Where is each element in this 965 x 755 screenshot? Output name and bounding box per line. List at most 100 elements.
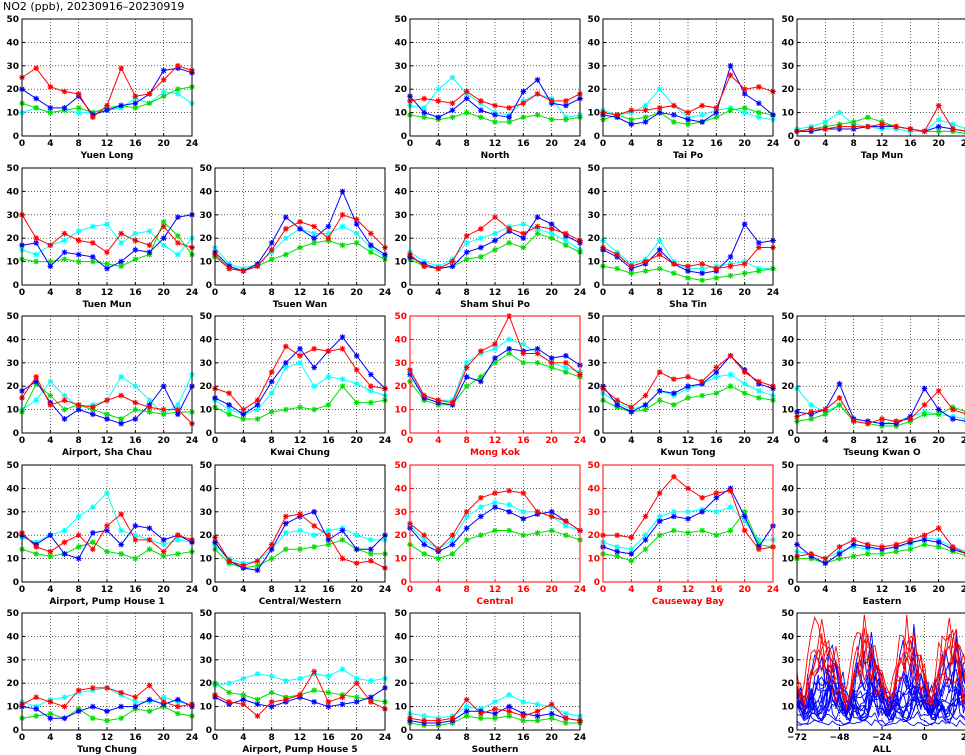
data-point-red	[33, 694, 39, 701]
data-point-green	[297, 546, 303, 553]
data-point-red	[548, 513, 555, 520]
data-point-green	[671, 270, 677, 277]
data-point-cyan	[132, 230, 139, 237]
x-tick-label: 12	[876, 436, 889, 446]
data-point-cyan	[656, 86, 663, 92]
data-point-green	[614, 553, 620, 560]
y-tick-label: 0	[206, 281, 212, 291]
y-tick-label: 10	[587, 555, 600, 565]
data-point-red	[685, 485, 691, 492]
data-point-cyan	[175, 251, 181, 258]
data-point-cyan	[563, 710, 569, 717]
y-tick-label: 50	[6, 461, 19, 471]
y-tick-label: 30	[587, 508, 600, 518]
data-point-green	[642, 114, 649, 121]
y-tick-label: 50	[6, 15, 19, 25]
panel-kwai-chung: 0 4 8 12 16 20 24 0 10 20 30 40 50 Kwai Chung	[199, 312, 391, 458]
data-point-cyan	[741, 109, 748, 116]
data-point-blue	[506, 703, 512, 710]
data-point-red	[47, 699, 54, 705]
data-point-red	[478, 98, 484, 104]
data-point-green	[492, 247, 498, 253]
y-tick-label: 10	[781, 109, 794, 119]
data-point-cyan	[421, 105, 427, 111]
x-tick-label: 16	[322, 436, 335, 446]
data-point-blue	[563, 102, 569, 109]
y-tick-label: 40	[587, 335, 600, 345]
data-point-green	[146, 100, 153, 107]
data-point-green	[47, 710, 54, 717]
station-label: Tap Mun	[861, 151, 903, 161]
data-point-cyan	[449, 537, 456, 543]
y-tick-label: 20	[199, 531, 212, 541]
data-point-blue	[160, 235, 167, 241]
data-point-cyan	[254, 671, 261, 677]
y-tick-label: 10	[781, 703, 794, 713]
x-tick-label: 24	[379, 288, 392, 298]
y-tick-label: 0	[401, 726, 407, 736]
x-tick-label: 8	[464, 436, 470, 446]
data-point-red	[614, 532, 620, 538]
data-point-red	[311, 523, 317, 529]
y-tick-label: 20	[394, 85, 407, 95]
data-point-blue	[311, 509, 317, 515]
data-point-green	[268, 555, 275, 562]
series-line-central	[796, 627, 965, 708]
data-point-blue	[118, 541, 124, 548]
y-tick-label: 50	[394, 15, 407, 25]
data-point-red	[353, 680, 360, 686]
x-tick-label: 24	[767, 436, 780, 446]
data-point-red	[47, 242, 54, 249]
data-point-red	[921, 532, 928, 538]
x-tick-label: 8	[464, 733, 470, 743]
data-point-blue	[61, 715, 68, 722]
x-tick-label: 12	[876, 139, 889, 149]
data-point-red	[756, 378, 762, 385]
data-point-green	[478, 374, 484, 380]
y-tick-label: 0	[13, 726, 19, 736]
data-point-green	[642, 268, 649, 274]
x-tick-label: 0	[19, 288, 25, 298]
data-point-green	[368, 249, 374, 256]
y-tick-label: 0	[594, 132, 600, 142]
x-tick-label: 20	[350, 585, 363, 595]
data-point-green	[756, 268, 762, 274]
panel-central-western: 0 4 8 12 16 20 24 0 10 20 30 40 50 Central/Western	[199, 461, 391, 607]
data-point-red	[808, 126, 814, 132]
data-point-red	[435, 546, 442, 553]
data-point-blue	[463, 374, 470, 380]
panel-tap-mun: 0 4 8 12 16 20 24 0 10 20 30 40 50 Tap Mun	[781, 15, 965, 161]
panel-frame	[214, 612, 386, 731]
data-point-red	[421, 392, 427, 399]
data-point-cyan	[656, 513, 663, 520]
figure-title: NO2 (ppb), 20230916–20230919	[3, 0, 185, 13]
data-point-red	[175, 703, 181, 710]
data-point-cyan	[756, 114, 762, 121]
panel-frame	[602, 167, 774, 286]
data-point-blue	[33, 706, 39, 712]
data-point-red	[478, 710, 484, 717]
data-point-green	[865, 551, 871, 557]
x-tick-label: 12	[489, 436, 502, 446]
data-point-blue	[61, 249, 68, 256]
panel-north: 0 4 8 12 16 20 24 0 10 20 30 40 50 North	[394, 15, 586, 161]
x-tick-label: 8	[851, 585, 857, 595]
data-point-green	[534, 230, 541, 237]
data-point-green	[741, 105, 748, 111]
x-tick-label: 4	[240, 733, 246, 743]
x-tick-label: 16	[710, 288, 723, 298]
panel-frame	[214, 167, 386, 286]
x-tick-label: 12	[101, 288, 114, 298]
data-point-red	[254, 558, 261, 564]
data-point-blue	[850, 541, 857, 548]
data-point-green	[268, 256, 275, 263]
data-point-green	[175, 86, 181, 92]
data-point-red	[90, 404, 96, 411]
data-point-green	[478, 532, 484, 538]
data-point-cyan	[699, 265, 705, 272]
data-point-red	[90, 685, 96, 691]
data-point-green	[478, 715, 484, 722]
x-tick-label: 24	[186, 288, 199, 298]
data-point-blue	[727, 63, 734, 69]
data-point-blue	[563, 352, 569, 359]
